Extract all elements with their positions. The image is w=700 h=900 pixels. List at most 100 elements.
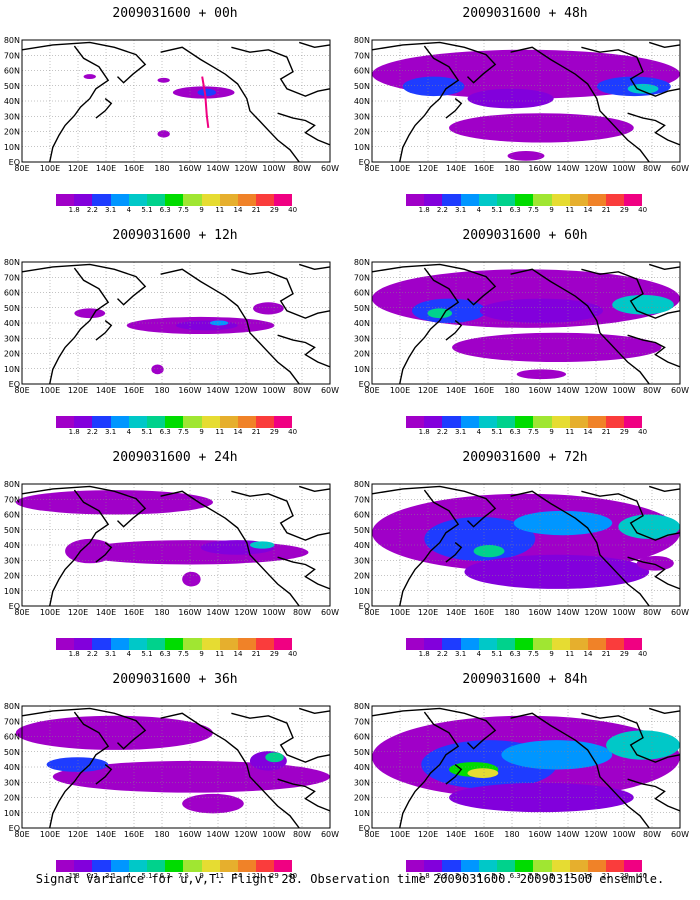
y-tick-label: 10N [354, 365, 370, 374]
map-frame [371, 483, 681, 607]
legend-swatch [606, 416, 625, 428]
x-tick-label: 120E [418, 386, 438, 395]
legend-label: 5.1 [141, 872, 153, 880]
flight-track [201, 76, 210, 128]
x-tick-label: 100E [40, 164, 60, 173]
legend-swatch [146, 416, 166, 428]
legend-swatch [460, 194, 479, 206]
map-frame [21, 261, 331, 385]
x-tick-label: 80E [364, 830, 379, 839]
legend-swatch [256, 860, 275, 872]
coastline [95, 98, 113, 119]
legend-swatch [496, 860, 516, 872]
y-tick-label: 40N [354, 97, 370, 106]
legend-label: 6.3 [509, 872, 521, 880]
variance-shading [46, 757, 109, 772]
x-tick-label: 140W [556, 830, 579, 839]
y-tick-label: 80N [354, 702, 370, 711]
x-tick-label: 140E [446, 164, 466, 173]
legend-swatch [274, 416, 293, 428]
legend-swatch [56, 416, 75, 428]
legend-label: 14 [583, 206, 593, 214]
coastline [21, 41, 147, 84]
legend-swatch [406, 860, 425, 872]
legend-label: 14 [233, 428, 243, 436]
legend-label: 29 [619, 206, 629, 214]
legend-label: 40 [638, 650, 648, 658]
legend-label: 3.1 [455, 650, 467, 658]
coastline [371, 263, 497, 306]
legend-label: 2.2 [86, 206, 98, 214]
legend-colorbar [406, 860, 643, 872]
coastline [160, 712, 300, 829]
variance-shading [402, 76, 465, 97]
legend-colorbar [56, 638, 293, 650]
panel-title: 2009031600 + 36h [112, 672, 238, 687]
y-tick-label: 40N [354, 763, 370, 772]
y-tick-label: 10N [354, 587, 370, 596]
legend-labels: 1.8 2.2 3.1 4 5.1 6.3 7.5 9 11 14 21 29 40 [406, 428, 700, 438]
y-tick-label: 60N [4, 289, 20, 298]
coastline [627, 112, 681, 146]
x-tick-label: 120E [68, 608, 88, 617]
legend-label: 11 [215, 650, 225, 658]
legend-swatch [219, 638, 238, 650]
y-tick-label: 80N [4, 480, 20, 489]
variance-shading [464, 554, 650, 589]
legend-label: 7.5 [527, 650, 539, 658]
coastline [627, 334, 681, 368]
legend-label: 5.1 [141, 650, 153, 658]
x-tick-label: 80W [293, 830, 311, 839]
legend-swatch [587, 638, 607, 650]
variance-shading [253, 302, 284, 315]
legend-label: 5.1 [141, 428, 153, 436]
coastline [648, 41, 681, 49]
legend-swatch [587, 416, 607, 428]
map-plot: 80E 100E 120E 140E 160E 180 160W 140W 120W 100W 80… [4, 258, 339, 395]
x-tick-label: 180 [504, 608, 519, 617]
legend-swatch [606, 638, 625, 650]
legend-swatch [478, 860, 497, 872]
coastline [298, 41, 331, 49]
legend-swatch [587, 194, 607, 206]
legend-label: 21 [601, 650, 611, 658]
x-tick-label: 140W [206, 386, 229, 395]
coastline [160, 490, 300, 607]
legend-label: 5.1 [491, 872, 503, 880]
y-tick-label: 20N [4, 128, 20, 137]
legend-swatch [624, 860, 643, 872]
legend-swatch [460, 638, 479, 650]
x-tick-label: 120W [234, 164, 257, 173]
legend-swatch [74, 194, 93, 206]
legend-swatch [551, 860, 570, 872]
legend-label: 3.1 [455, 872, 467, 880]
variance-shading [467, 768, 499, 778]
legend-swatch [515, 416, 534, 428]
y-tick-label: 70N [354, 495, 370, 504]
coastline [445, 764, 463, 785]
legend-label: 29 [619, 650, 629, 658]
x-tick-label: 80W [643, 830, 661, 839]
y-tick-label: 80N [4, 36, 20, 45]
x-tick-label: 60W [671, 386, 689, 395]
legend-swatch [274, 638, 293, 650]
coastline [510, 46, 650, 163]
legend-label: 2.2 [86, 428, 98, 436]
coastline [277, 112, 331, 146]
x-tick-label: 60W [321, 608, 339, 617]
legend-label: 1.8 [418, 428, 430, 436]
legend-label: 9 [199, 428, 204, 436]
figure-caption: Signal Variance for u,v,T. Flight 28. Ob… [35, 872, 665, 886]
y-tick-label: EQ [359, 824, 370, 833]
legend-swatch [219, 194, 238, 206]
legend-swatch [569, 860, 588, 872]
legend-swatch [201, 860, 220, 872]
x-tick-label: 60W [671, 164, 689, 173]
y-tick-label: 50N [354, 526, 370, 535]
y-tick-label: 80N [4, 702, 20, 711]
x-tick-label: 140E [446, 608, 466, 617]
y-tick-label: 50N [4, 526, 20, 535]
legend-swatch [533, 860, 552, 872]
x-tick-label: 160W [528, 164, 551, 173]
legend-swatch [569, 416, 588, 428]
